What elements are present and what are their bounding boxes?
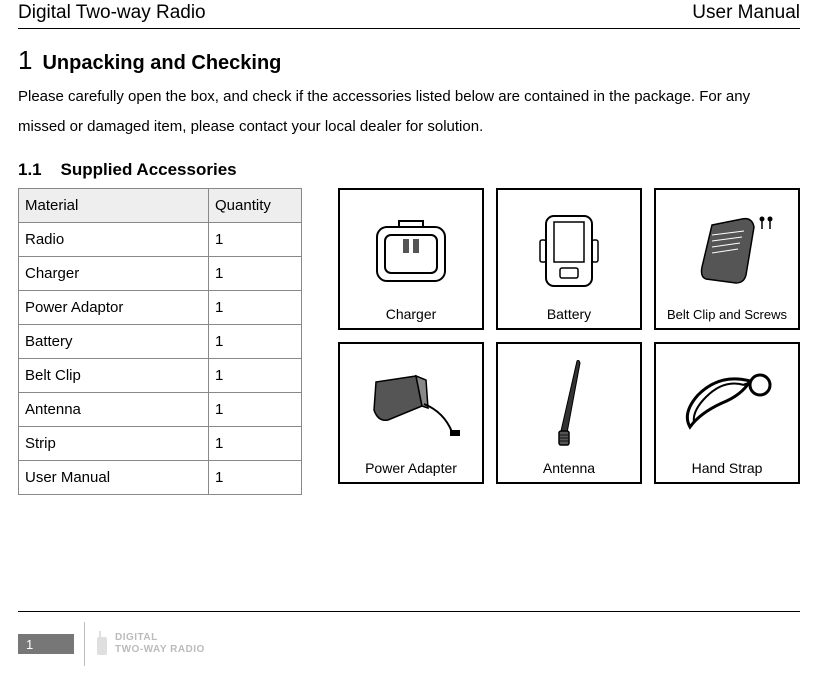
- subsection-heading: 1.1 Supplied Accessories: [18, 160, 800, 180]
- gallery-cell-battery: Battery: [496, 188, 642, 330]
- charger-icon: [344, 196, 478, 306]
- cell-material: User Manual: [19, 461, 209, 495]
- footer-separator: [84, 622, 85, 666]
- cell-qty: 1: [209, 291, 302, 325]
- table-row: Radio1: [19, 223, 302, 257]
- cell-qty: 1: [209, 461, 302, 495]
- cell-qty: 1: [209, 257, 302, 291]
- hand-strap-icon: [660, 350, 794, 460]
- gallery-label: Antenna: [543, 460, 595, 476]
- page-number: 1: [18, 634, 74, 654]
- cell-material: Antenna: [19, 393, 209, 427]
- cell-material: Strip: [19, 427, 209, 461]
- section-number: 1: [18, 45, 32, 76]
- belt-clip-icon: [660, 196, 794, 307]
- doc-title-left: Digital Two-way Radio: [18, 2, 206, 24]
- doc-title-right: User Manual: [692, 2, 800, 24]
- cell-qty: 1: [209, 359, 302, 393]
- footer-logo: DIGITAL TWO-WAY RADIO: [95, 631, 205, 657]
- accessories-table: Material Quantity Radio1 Charger1 Power …: [18, 188, 302, 495]
- cell-material: Radio: [19, 223, 209, 257]
- cell-qty: 1: [209, 325, 302, 359]
- cell-material: Charger: [19, 257, 209, 291]
- col-material: Material: [19, 189, 209, 223]
- footer-rule: [18, 611, 800, 612]
- table-row: Strip1: [19, 427, 302, 461]
- footer-logo-text: DIGITAL TWO-WAY RADIO: [115, 632, 205, 656]
- gallery-label: Belt Clip and Screws: [667, 307, 787, 322]
- subsection-number: 1.1: [18, 160, 42, 179]
- cell-material: Belt Clip: [19, 359, 209, 393]
- gallery-cell-antenna: Antenna: [496, 342, 642, 484]
- table-row: Charger1: [19, 257, 302, 291]
- gallery-cell-adapter: Power Adapter: [338, 342, 484, 484]
- gallery-cell-strap: Hand Strap: [654, 342, 800, 484]
- top-header: Digital Two-way Radio User Manual: [18, 0, 800, 29]
- page-footer: 1 DIGITAL TWO-WAY RADIO: [0, 593, 818, 666]
- page: Digital Two-way Radio User Manual 1 Unpa…: [0, 0, 818, 678]
- gallery-cell-beltclip: Belt Clip and Screws: [654, 188, 800, 330]
- table-row: Antenna1: [19, 393, 302, 427]
- gallery-label: Hand Strap: [692, 460, 763, 476]
- subsection-title: Supplied Accessories: [61, 160, 237, 179]
- antenna-icon: [502, 350, 636, 460]
- cell-qty: 1: [209, 393, 302, 427]
- section-heading: 1 Unpacking and Checking: [18, 45, 800, 76]
- radio-icon: [95, 631, 109, 657]
- section-title: Unpacking and Checking: [42, 52, 281, 75]
- gallery-cell-charger: Charger: [338, 188, 484, 330]
- table-row: Belt Clip1: [19, 359, 302, 393]
- footer-logo-line2: TWO-WAY RADIO: [115, 644, 205, 656]
- content-row: Material Quantity Radio1 Charger1 Power …: [18, 188, 800, 495]
- table-row: User Manual1: [19, 461, 302, 495]
- power-adapter-icon: [344, 350, 478, 460]
- footer-logo-line1: DIGITAL: [115, 632, 205, 644]
- battery-icon: [502, 196, 636, 306]
- gallery-label: Charger: [386, 306, 437, 322]
- col-quantity: Quantity: [209, 189, 302, 223]
- section-body: Please carefully open the box, and check…: [18, 82, 800, 142]
- gallery-label: Power Adapter: [365, 460, 457, 476]
- footer-inner: 1 DIGITAL TWO-WAY RADIO: [18, 622, 800, 666]
- table-row: Battery1: [19, 325, 302, 359]
- cell-material: Power Adaptor: [19, 291, 209, 325]
- accessory-gallery: Charger Battery: [338, 188, 800, 484]
- gallery-label: Battery: [547, 306, 591, 322]
- cell-qty: 1: [209, 223, 302, 257]
- cell-qty: 1: [209, 427, 302, 461]
- cell-material: Battery: [19, 325, 209, 359]
- table-row: Power Adaptor1: [19, 291, 302, 325]
